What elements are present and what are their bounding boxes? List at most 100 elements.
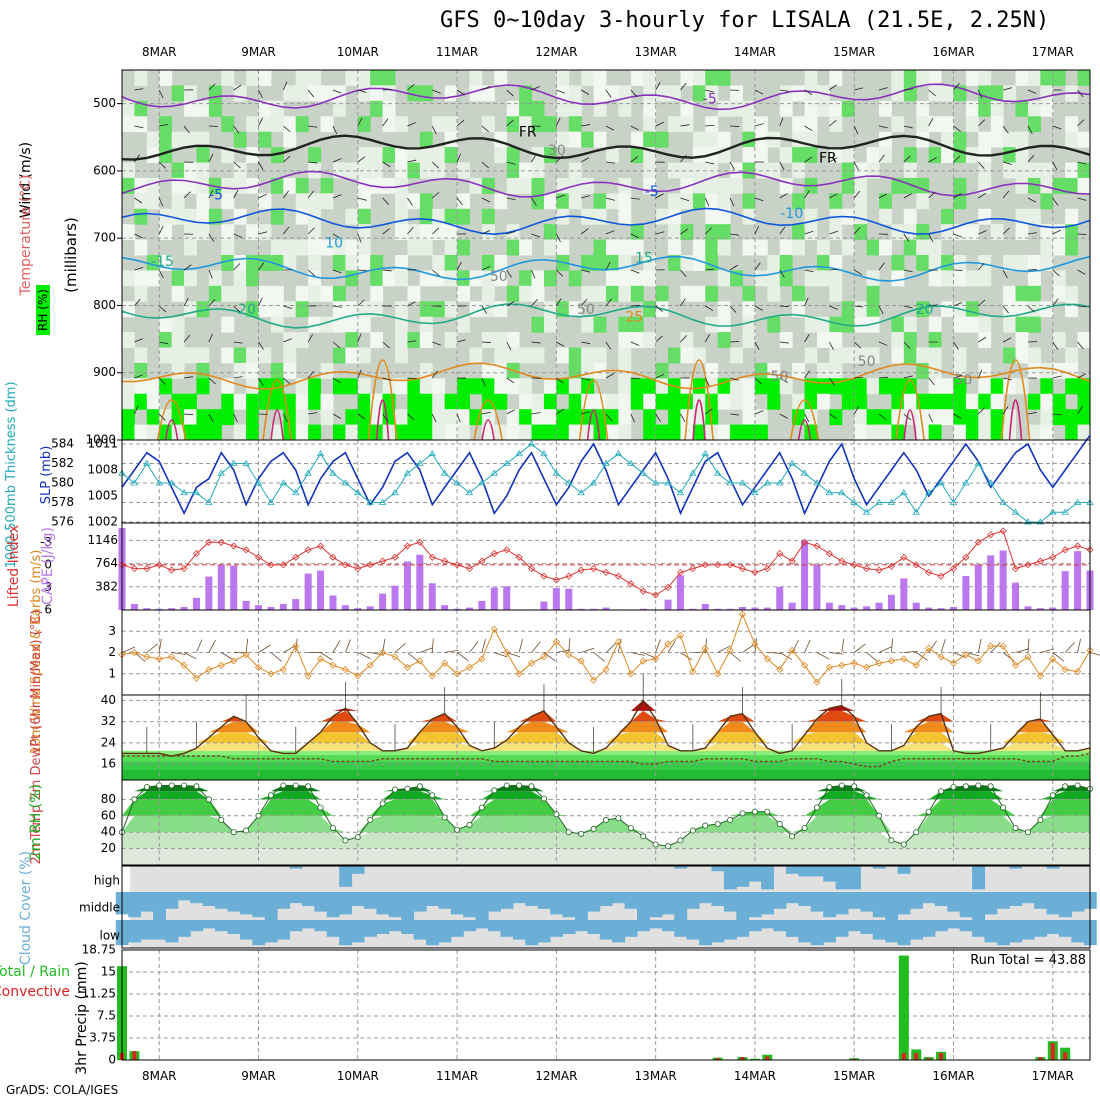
rh-cell — [395, 116, 408, 133]
rh-cell — [792, 131, 806, 148]
wind-barb — [282, 413, 288, 423]
rh-cell — [481, 270, 495, 287]
rh-cell — [1052, 285, 1066, 302]
rh-cell — [680, 332, 694, 348]
wind-barb — [754, 197, 764, 202]
date-label-top: 13MAR — [635, 45, 677, 59]
rh-cell — [804, 316, 818, 333]
rh-cell — [779, 255, 793, 271]
wind-barb — [804, 269, 814, 273]
rh-cell — [1065, 131, 1079, 148]
wind-barb — [332, 640, 341, 653]
rh-cell — [295, 116, 309, 133]
cloud-bar — [1046, 920, 1060, 934]
wind-barb — [593, 652, 605, 662]
rh-cell — [444, 116, 458, 133]
rh-cell — [1040, 301, 1054, 318]
rh-cell — [916, 70, 930, 86]
temp-band — [122, 754, 1090, 762]
wind-barb — [878, 87, 888, 91]
rh-cell — [159, 332, 173, 348]
li-marker — [627, 580, 635, 588]
rh-cell — [345, 378, 359, 395]
wind-barb — [506, 301, 515, 307]
wind-marker — [962, 651, 970, 659]
rh-cell — [643, 116, 657, 133]
cloud-bar — [1046, 892, 1060, 915]
rh-cell — [432, 424, 446, 441]
cloud-bar — [922, 892, 936, 904]
wind-barb — [779, 193, 788, 199]
wind-marker — [627, 670, 635, 678]
rh-cell — [730, 85, 744, 102]
cape-bar — [1036, 608, 1044, 610]
rh-cell — [1052, 239, 1066, 256]
thickness-marker — [1024, 518, 1032, 525]
rh-marker — [267, 792, 274, 799]
wind-barb — [854, 269, 863, 275]
rh-cell — [494, 255, 508, 271]
rh-cell — [295, 239, 309, 256]
precip-bar-convective — [914, 1052, 919, 1060]
rh-cell — [395, 193, 408, 210]
cloud-bar — [351, 920, 365, 943]
wind-barb — [1002, 227, 1010, 235]
rh-cell — [990, 409, 1004, 426]
rh-marker — [702, 822, 709, 829]
rh-cell — [332, 378, 346, 395]
li-marker — [1036, 557, 1044, 565]
rh-cell — [531, 270, 545, 287]
rh-cell — [854, 409, 868, 426]
wind-barb — [754, 341, 760, 351]
thickness-marker — [776, 479, 784, 486]
rh-cell — [357, 255, 371, 271]
wind-barb — [1077, 305, 1087, 308]
rh-cell — [717, 131, 731, 148]
rh-cell — [928, 362, 942, 379]
wind-barb — [183, 191, 191, 199]
rh-cell — [382, 116, 396, 133]
cloud-bar — [314, 920, 328, 932]
rh-cell — [233, 424, 247, 441]
rh-cell — [668, 424, 681, 441]
rh-cell — [531, 424, 545, 441]
cloud-bar — [140, 892, 154, 912]
wind-barb — [655, 121, 664, 127]
rh-cell — [692, 177, 706, 194]
rh-cell — [184, 409, 197, 426]
wind-barb — [233, 125, 240, 134]
rh-cell — [854, 393, 868, 410]
wind-barb — [1027, 154, 1035, 163]
rh-cell — [568, 193, 582, 210]
rh-cell — [419, 409, 433, 426]
wind-marker — [850, 659, 858, 667]
cape-axis-label: CAPE (J/kg) — [40, 527, 56, 605]
cloud-bar — [674, 920, 688, 937]
rh-cell — [568, 347, 582, 364]
wind-barb — [705, 268, 715, 271]
rh-cell — [308, 85, 322, 102]
rh-cell — [345, 70, 359, 86]
wind-barb — [556, 233, 561, 243]
rh-cell — [184, 347, 197, 364]
wind-barb — [556, 341, 565, 347]
cape-bar — [788, 602, 796, 610]
wind-barb — [680, 335, 687, 343]
wind-barb — [878, 646, 892, 653]
wind-barb — [680, 413, 686, 422]
wind-marker — [999, 642, 1007, 650]
rh-cell — [1027, 177, 1041, 194]
cloud-bar — [848, 866, 861, 890]
wind-marker — [701, 644, 709, 652]
cloud-bar — [289, 920, 303, 932]
contour-label: 10 — [325, 236, 343, 252]
cloud-bar — [661, 892, 675, 915]
wind-barb — [829, 157, 838, 163]
hot-contour — [692, 399, 706, 441]
rh-marker — [1012, 825, 1019, 832]
rh-cell — [767, 255, 781, 271]
rh-cell — [717, 177, 731, 194]
wind-barb — [730, 341, 740, 343]
